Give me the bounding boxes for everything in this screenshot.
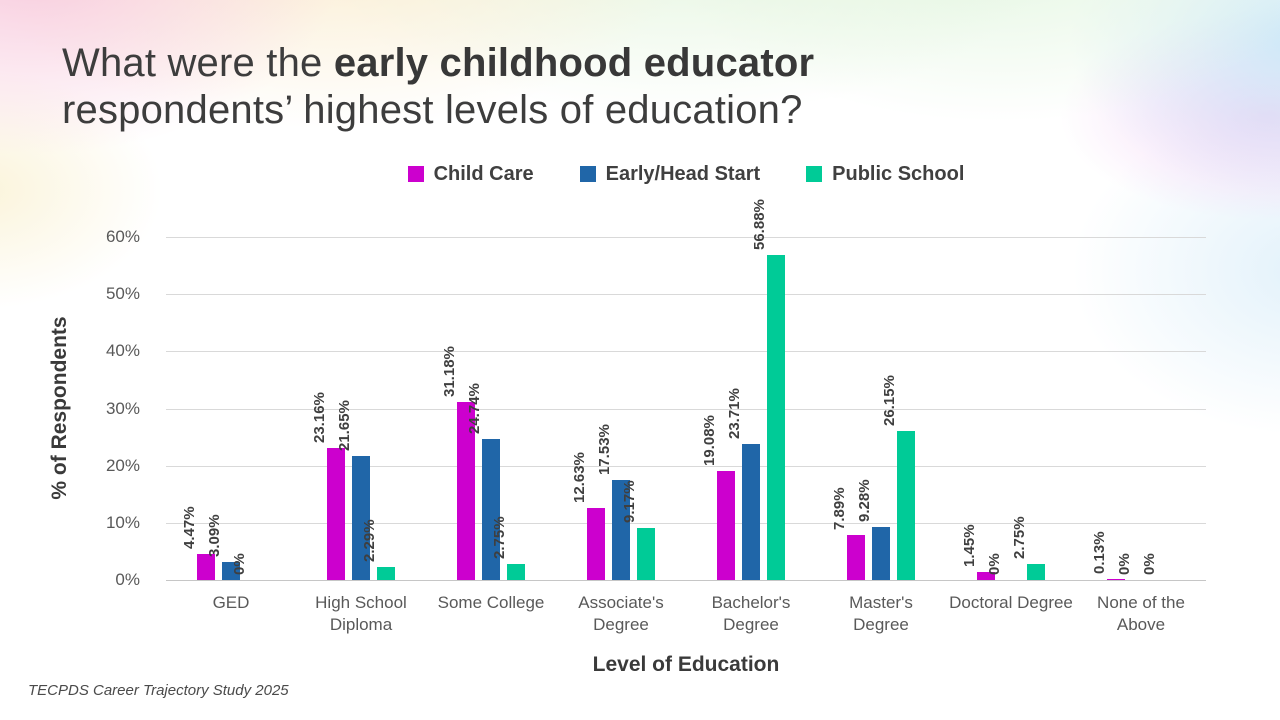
y-axis-ticks: 0% 10% 20% 30% 40% 50% 60% bbox=[60, 227, 140, 589]
x-axis-category-label: None of the Above bbox=[1097, 593, 1185, 634]
bar bbox=[482, 438, 500, 580]
bar-value-label: 0.13% bbox=[1091, 531, 1108, 575]
x-axis-category-label: Bachelor's Degree bbox=[711, 593, 791, 634]
bar-value-label: 2.75% bbox=[1011, 516, 1028, 560]
bar-value-label: 26.15% bbox=[881, 374, 898, 426]
bar bbox=[1027, 564, 1045, 580]
legend: Child Care Early/Head Start Public School bbox=[166, 160, 1206, 188]
footer-note: TECPDS Career Trajectory Study 2025 bbox=[28, 682, 289, 699]
bar bbox=[977, 571, 995, 580]
bar bbox=[457, 401, 475, 580]
legend-item: Early/Head Start bbox=[579, 162, 761, 186]
x-axis-category-label: Associate's Degree bbox=[578, 593, 664, 634]
bar bbox=[872, 526, 890, 580]
bar bbox=[222, 562, 240, 580]
gridline bbox=[166, 237, 1206, 238]
legend-item: Public School bbox=[806, 163, 964, 186]
legend-label: Child Care bbox=[433, 162, 534, 185]
bar bbox=[742, 444, 760, 580]
x-axis-category-label: Doctoral Degree bbox=[949, 593, 1073, 612]
x-axis-title: Level of Education bbox=[592, 653, 780, 676]
bar bbox=[637, 527, 655, 580]
plot-area: 4.47% 3.09% 0% 23.16% 21.65% 2.29% 31.18% 24.74… bbox=[166, 199, 1206, 581]
bar-value-label: 56.88% bbox=[751, 198, 768, 250]
legend-swatch-icon bbox=[407, 166, 424, 182]
bar-value-label: 24.74% bbox=[466, 382, 483, 434]
legend-label: Early/Head Start bbox=[605, 162, 761, 185]
bar bbox=[767, 254, 785, 580]
bar bbox=[327, 447, 345, 580]
bar bbox=[352, 456, 370, 580]
bar-value-label: 0% bbox=[231, 553, 248, 575]
gridline bbox=[166, 522, 1206, 524]
bar bbox=[507, 564, 525, 580]
slide-title-bold: early childhood educator bbox=[333, 41, 815, 85]
x-axis-line bbox=[166, 580, 1206, 581]
gridline bbox=[166, 351, 1206, 353]
bar-value-label: 21.65% bbox=[336, 400, 353, 452]
legend-swatch-icon bbox=[579, 166, 596, 182]
bar bbox=[897, 430, 915, 580]
gridline bbox=[166, 294, 1206, 296]
slide-title-prefix: What were the bbox=[62, 41, 334, 85]
y-axis-tick-label: 50% bbox=[105, 284, 140, 304]
bar bbox=[587, 507, 605, 580]
x-axis-category-label: High School Diploma bbox=[315, 593, 407, 634]
legend-item: Child Care bbox=[407, 162, 534, 186]
y-axis-tick-label: 60% bbox=[105, 227, 140, 246]
legend-label: Public School bbox=[832, 162, 965, 185]
bar-value-label: 17.53% bbox=[596, 423, 613, 475]
bar-value-label: 9.28% bbox=[856, 479, 873, 522]
y-axis-tick-label: 10% bbox=[105, 512, 140, 532]
slide-title-line2: respondents’ highest levels of education… bbox=[62, 87, 803, 132]
bar bbox=[377, 566, 395, 580]
bar-value-label: 7.89% bbox=[831, 487, 848, 530]
bar-value-label: 9.17% bbox=[621, 480, 638, 523]
bar bbox=[847, 534, 865, 580]
bar-value-label: 0% bbox=[986, 553, 1003, 575]
bar bbox=[1107, 578, 1125, 580]
bar-value-label: 23.71% bbox=[726, 388, 743, 440]
bar-value-label: 23.16% bbox=[311, 391, 328, 443]
slide-title: What were the early childhood educator re… bbox=[62, 40, 1042, 134]
bar-value-label: 12.63% bbox=[571, 451, 588, 503]
y-axis-tick-label: 0% bbox=[115, 570, 140, 589]
bar bbox=[612, 479, 630, 580]
gridline bbox=[166, 465, 1206, 467]
x-axis-category-label: GED bbox=[212, 593, 250, 612]
bar bbox=[717, 470, 735, 580]
y-axis-tick-label: 40% bbox=[105, 341, 140, 361]
x-axis-labels: GED High School Diploma Some College Associ… bbox=[166, 592, 1206, 642]
bar-value-label: 4.47% bbox=[181, 506, 198, 550]
bar-value-label: 19.08% bbox=[701, 415, 718, 466]
bar-value-label: 3.09% bbox=[206, 514, 223, 558]
x-axis-category-label: Some College bbox=[437, 593, 545, 612]
bar-value-label: 0% bbox=[1141, 553, 1158, 575]
bar bbox=[197, 554, 215, 580]
legend-swatch-icon bbox=[806, 166, 823, 182]
x-axis-category-label: Master's Degree bbox=[849, 593, 913, 634]
y-axis-tick-label: 20% bbox=[105, 455, 140, 475]
bar-value-label: 2.75% bbox=[491, 516, 508, 560]
bar-value-label: 2.29% bbox=[361, 519, 378, 562]
gridline bbox=[166, 408, 1206, 410]
bar-value-label: 0% bbox=[1116, 553, 1133, 575]
y-axis-tick-label: 30% bbox=[105, 398, 140, 418]
bar-value-label: 31.18% bbox=[441, 345, 458, 397]
bar-value-label: 1.45% bbox=[961, 524, 978, 567]
